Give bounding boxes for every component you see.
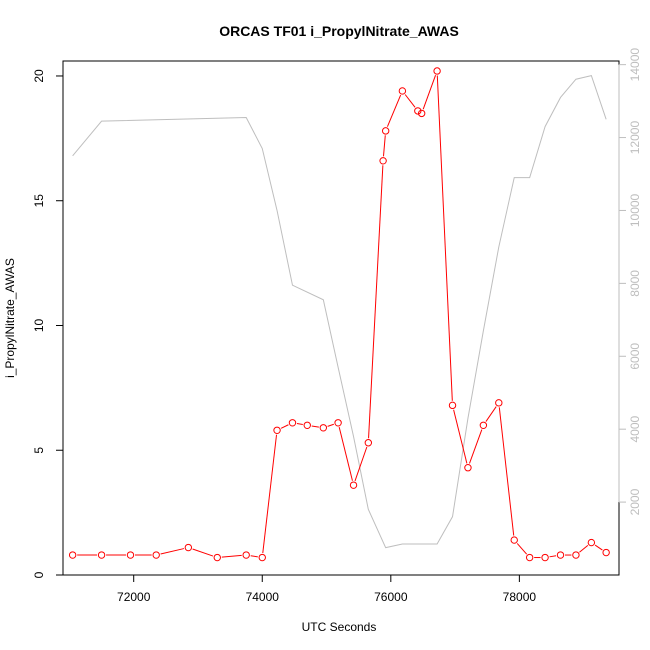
data-point: [379, 157, 387, 165]
data-point: [349, 481, 358, 489]
series-segment: [338, 427, 353, 481]
series-segment: [469, 429, 483, 464]
data-point: [448, 401, 457, 410]
data-point: [495, 399, 503, 407]
y-axis-left: 0 5 10 15 20: [32, 69, 64, 578]
series-segment: [311, 425, 319, 428]
data-point: [602, 548, 610, 557]
series-segment: [422, 75, 437, 110]
series-segment: [354, 446, 368, 482]
y2-tick-label: 12000: [628, 121, 642, 155]
data-point: [364, 439, 373, 447]
data-point: [288, 419, 297, 427]
x-tick-label: 76000: [374, 590, 408, 604]
data-point: [556, 551, 565, 559]
data-point: [126, 551, 135, 559]
series-segment: [327, 423, 335, 427]
y-axis-label: i_PropylNitrate_AWAS: [3, 258, 17, 378]
data-point: [587, 538, 596, 547]
data-point: [398, 87, 407, 95]
plot-area: [62, 60, 620, 576]
series-segment: [453, 409, 468, 464]
x-tick-label: 72000: [117, 590, 151, 604]
series-segment: [498, 407, 515, 536]
data-point: [417, 109, 426, 118]
x-tick-label: 78000: [503, 590, 537, 604]
series-segment: [485, 406, 497, 422]
chart-title: ORCAS TF01 i_PropylNitrate_AWAS: [219, 23, 459, 39]
data-point: [152, 551, 160, 559]
data-point: [213, 553, 221, 562]
series-segment: [404, 94, 416, 108]
y2-tick-label: 10000: [628, 193, 642, 227]
data-point: [319, 424, 328, 432]
data-point: [68, 551, 77, 559]
data-point: [258, 553, 266, 562]
series-segment: [280, 424, 289, 429]
x-axis: 72000 74000 76000 78000: [117, 574, 537, 604]
series-segment: [516, 543, 528, 555]
series-segment: [296, 423, 303, 426]
y-tick-label: 0: [32, 571, 46, 578]
series-segment: [386, 94, 402, 127]
data-point: [184, 543, 193, 552]
x-tick-label: 74000: [246, 590, 280, 604]
series-line-altitude: [72, 74, 607, 549]
data-point: [414, 107, 422, 115]
series-segment: [160, 548, 185, 555]
series-segment: [368, 165, 384, 439]
y-tick-label: 20: [32, 69, 46, 83]
series-segment: [221, 554, 242, 558]
y2-tick-label: 14000: [628, 48, 642, 82]
series-layer: [68, 67, 610, 562]
data-point: [334, 419, 342, 427]
data-point: [510, 536, 518, 544]
data-point: [572, 551, 580, 559]
data-point: [464, 464, 472, 472]
y-tick-label: 10: [32, 318, 46, 332]
data-point: [479, 421, 488, 429]
data-point: [97, 551, 106, 559]
data-point: [525, 553, 534, 562]
y2-tick-label: 4000: [628, 416, 642, 443]
series-segment: [594, 544, 603, 551]
series-segment: [262, 434, 278, 554]
y-tick-label: 5: [32, 447, 46, 454]
data-point: [242, 551, 250, 559]
y2-tick-label: 6000: [628, 343, 642, 370]
y2-tick-label: 2000: [628, 488, 642, 515]
data-point: [381, 127, 390, 135]
series-segment: [192, 548, 214, 557]
x-axis-label: UTC Seconds: [302, 620, 377, 634]
data-point: [273, 426, 281, 434]
data-point: [541, 553, 549, 562]
series-segment: [579, 545, 589, 553]
series-segment: [436, 75, 453, 401]
series-segment: [382, 135, 386, 157]
data-point: [303, 421, 311, 429]
y-axis-right: 2000 4000 6000 8000 10000 12000 14000: [618, 48, 642, 515]
series-segment: [549, 555, 557, 558]
y-tick-label: 15: [32, 194, 46, 208]
series-segment: [250, 555, 258, 558]
y2-tick-label: 8000: [628, 270, 642, 297]
data-point: [433, 67, 441, 75]
